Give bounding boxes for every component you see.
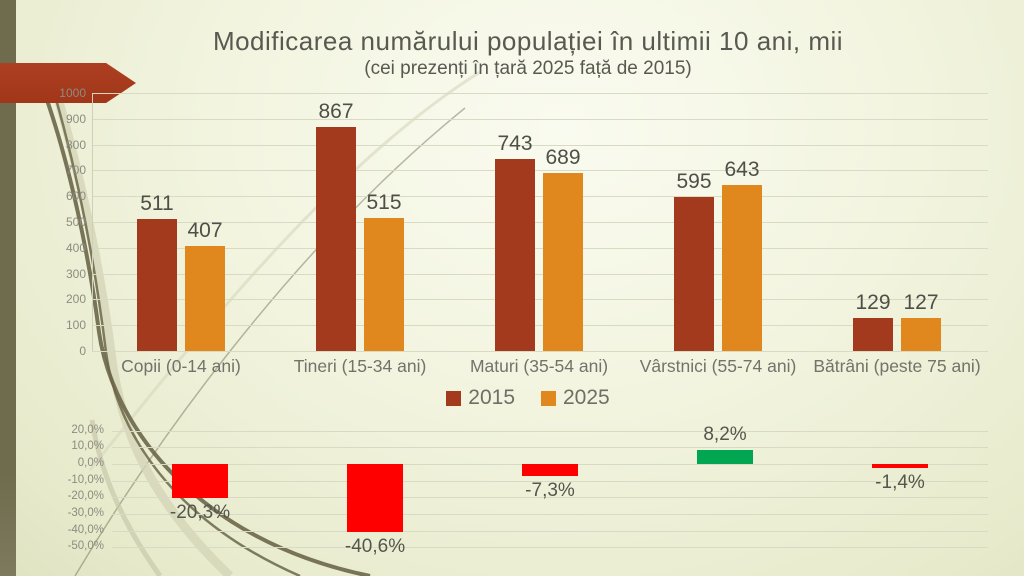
gridline xyxy=(112,547,988,549)
legend-swatch-2025 xyxy=(541,390,556,406)
bar-2015-1 xyxy=(137,219,177,351)
bar-value-label: 743 xyxy=(497,132,533,156)
bar-2025-1 xyxy=(185,245,225,351)
legend-item-2015: 2015 xyxy=(446,386,515,410)
bar-value-label: 129 xyxy=(855,290,891,314)
y-tick-label: 1000 xyxy=(59,86,86,100)
gridline xyxy=(92,118,988,120)
pct-bar-2 xyxy=(347,464,403,532)
y-tick-label: 500 xyxy=(65,215,86,229)
bar-2015-3 xyxy=(495,159,535,351)
gridline xyxy=(112,480,988,482)
bar-2025-2 xyxy=(364,218,404,351)
y-tick-label: -30,0% xyxy=(67,506,104,519)
bar-2015-4 xyxy=(674,197,714,351)
category-label: Maturi (35-54 ani) xyxy=(469,356,609,376)
bar-2025-5 xyxy=(901,318,941,351)
pct-bar-3 xyxy=(522,464,578,477)
bar-2015-2 xyxy=(316,127,356,351)
y-tick-label: -40,0% xyxy=(67,523,104,536)
slide-left-accent-strip xyxy=(0,0,16,576)
pct-value-label: -1,4% xyxy=(875,472,925,493)
chart-legend: 2015 2025 xyxy=(112,386,944,410)
bar-value-label: 511 xyxy=(140,192,174,216)
gridline xyxy=(112,497,988,499)
gridline xyxy=(92,299,988,301)
gridline xyxy=(92,325,988,327)
bar-2025-3 xyxy=(543,173,583,351)
gridline xyxy=(92,222,988,223)
legend-swatch-2015 xyxy=(446,390,462,406)
pct-bar-1 xyxy=(172,464,228,498)
bar-2015-5 xyxy=(853,317,893,351)
bar-value-label: 515 xyxy=(366,191,402,215)
page-title: Modificarea numărului populației în ulti… xyxy=(212,26,844,56)
category-label: Bătrâni (peste 75 ani) xyxy=(813,356,981,376)
pct-bar-5 xyxy=(872,464,928,468)
legend-label-2015: 2015 xyxy=(468,386,515,409)
y-tick-label: 200 xyxy=(65,292,86,307)
gridline xyxy=(92,93,988,94)
y-tick-label: -10,0% xyxy=(67,473,104,486)
gridline xyxy=(92,144,988,146)
bar-value-label: 407 xyxy=(187,218,223,242)
gridline xyxy=(92,247,988,249)
pct-value-label: 8,2% xyxy=(703,424,747,446)
y-tick-label: 300 xyxy=(65,266,86,281)
y-tick-label: 700 xyxy=(65,163,86,178)
bar-value-label: 643 xyxy=(724,158,760,182)
gridline xyxy=(92,351,988,352)
bar-value-label: 689 xyxy=(545,146,581,170)
category-label: Tineri (15-34 ani) xyxy=(293,356,427,376)
legend-item-2025: 2025 xyxy=(541,386,610,410)
pct-value-label: -40,6% xyxy=(344,535,406,557)
pct-bar-4 xyxy=(697,450,753,464)
y-tick-label: 0,0% xyxy=(77,457,104,469)
y-axis-line xyxy=(92,93,93,351)
bar-value-label: 595 xyxy=(676,170,712,194)
y-tick-label: 600 xyxy=(65,189,86,204)
page-subtitle: (cei prezenți în țară 2025 față de 2015) xyxy=(364,58,692,79)
y-tick-label: 400 xyxy=(65,240,86,255)
y-tick-label: 800 xyxy=(65,137,86,152)
y-tick-label: 10,0% xyxy=(71,440,104,453)
gridline xyxy=(92,196,988,198)
arrow-decoration xyxy=(0,63,136,103)
y-tick-label: -50,0% xyxy=(67,540,104,553)
gridline xyxy=(112,530,988,532)
gridline xyxy=(112,447,988,449)
y-tick-label: -20,0% xyxy=(67,490,104,503)
y-tick-label: 900 xyxy=(65,111,86,126)
category-label: Copii (0-14 ani) xyxy=(121,356,241,376)
gridline xyxy=(92,273,988,275)
bar-value-label: 867 xyxy=(318,100,354,124)
pct-value-label: -7,3% xyxy=(525,480,575,502)
gridline xyxy=(112,513,988,515)
bar-2025-4 xyxy=(722,185,762,351)
pct-value-label: -20,3% xyxy=(169,501,231,523)
y-tick-label: 20,0% xyxy=(71,423,104,436)
category-label: Vârstnici (55-74 ani) xyxy=(639,356,797,376)
gridline xyxy=(112,430,988,432)
bar-value-label: 127 xyxy=(903,291,939,315)
legend-label-2025: 2025 xyxy=(563,386,610,409)
y-tick-label: 100 xyxy=(65,318,86,333)
y-tick-label: 0 xyxy=(79,344,86,358)
gridline xyxy=(92,170,988,172)
